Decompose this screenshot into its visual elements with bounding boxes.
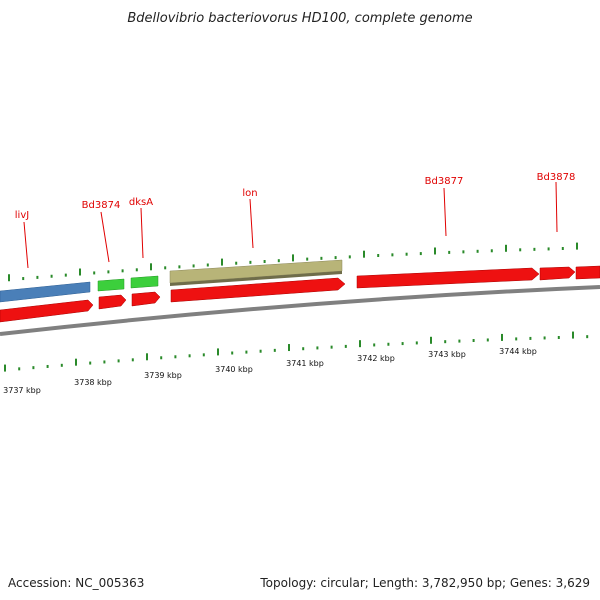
red-feature-6[interactable] xyxy=(539,266,576,281)
red-feature-2[interactable] xyxy=(98,294,127,310)
lon-shadow xyxy=(170,271,342,286)
leader-bd3874 xyxy=(100,211,110,263)
red-feature-7[interactable] xyxy=(575,265,600,280)
kbp-label-3742: 3742 kbp xyxy=(357,354,395,363)
lower-ticks xyxy=(4,331,589,372)
leader-lon xyxy=(249,198,254,249)
upper-ticks xyxy=(8,242,578,282)
accession-text: Accession: NC_005363 xyxy=(8,576,145,590)
kbp-label-3737: 3737 kbp xyxy=(3,386,41,395)
gene-label-dksa[interactable]: dksA xyxy=(129,197,153,208)
leader-dksa xyxy=(140,207,144,259)
kbp-label-3741: 3741 kbp xyxy=(286,359,324,368)
red-feature-1[interactable] xyxy=(0,299,94,323)
genome-backbone xyxy=(0,285,600,336)
red-feature-5[interactable] xyxy=(356,267,540,289)
kbp-label-3738: 3738 kbp xyxy=(74,378,112,387)
gene-dksa-feature[interactable] xyxy=(130,275,159,289)
red-feature-4[interactable] xyxy=(170,277,346,303)
gene-label-bd3877[interactable]: Bd3877 xyxy=(425,176,464,187)
leader-livj xyxy=(23,221,29,269)
leader-bd3877 xyxy=(443,187,447,237)
genome-summary-text: Topology: circular; Length: 3,782,950 bp… xyxy=(260,576,590,590)
map-title: Bdellovibrio bacteriovorus HD100, comple… xyxy=(127,11,472,26)
leader-bd3878 xyxy=(555,181,558,233)
gene-livj-feature[interactable] xyxy=(0,281,91,303)
gene-label-bd3878[interactable]: Bd3878 xyxy=(537,172,576,183)
kbp-label-3740: 3740 kbp xyxy=(215,365,253,374)
kbp-label-3744: 3744 kbp xyxy=(499,347,537,356)
kbp-label-3739: 3739 kbp xyxy=(144,371,182,380)
gene-label-livj[interactable]: livJ xyxy=(15,210,29,221)
kbp-label-3743: 3743 kbp xyxy=(428,350,466,359)
gene-label-lon[interactable]: lon xyxy=(242,188,257,199)
gene-label-bd3874[interactable]: Bd3874 xyxy=(82,200,121,211)
gene-bd3874-feature[interactable] xyxy=(97,278,125,292)
red-feature-3[interactable] xyxy=(131,291,161,307)
